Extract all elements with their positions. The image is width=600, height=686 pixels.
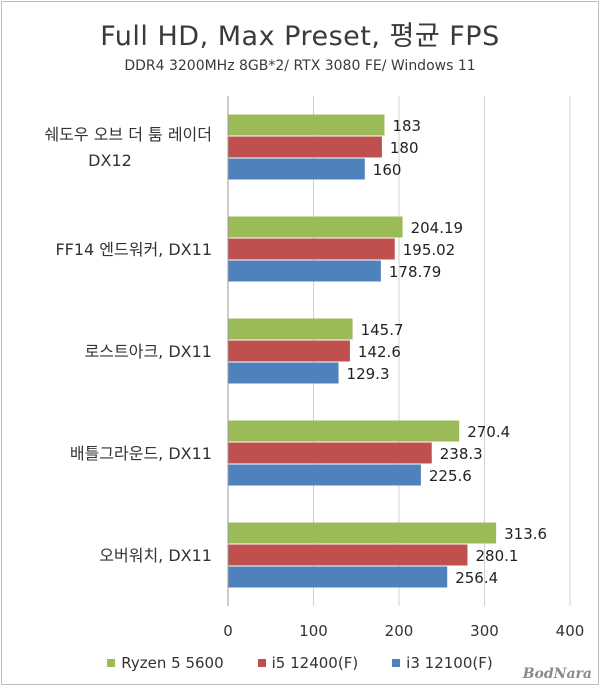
data-label-2-1: 142.6 xyxy=(358,343,401,361)
bar-2-2 xyxy=(228,362,339,384)
category-label-3-0: 배틀그라운드, DX11 xyxy=(70,444,212,463)
bar-4-1 xyxy=(228,544,468,566)
legend-label-ryzen: Ryzen 5 5600 xyxy=(121,654,224,672)
legend-item-i3: i3 12100(F) xyxy=(392,654,493,672)
data-label-3-1: 238.3 xyxy=(440,445,483,463)
x-tick-label-0: 0 xyxy=(223,622,233,640)
legend-label-i3: i3 12100(F) xyxy=(406,654,493,672)
bar-1-2 xyxy=(228,260,381,282)
data-label-2-0: 145.7 xyxy=(361,321,404,339)
legend-label-i5: i5 12400(F) xyxy=(271,654,359,672)
x-tick-label-1: 100 xyxy=(299,622,328,640)
legend-swatch-ryzen xyxy=(107,659,116,667)
x-tick-label-2: 200 xyxy=(385,622,414,640)
bar-0-0 xyxy=(228,114,385,136)
bar-1-0 xyxy=(228,216,403,238)
x-tick-label-3: 300 xyxy=(470,622,499,640)
x-tick-label-4: 400 xyxy=(556,622,585,640)
legend-item-ryzen: Ryzen 5 5600 xyxy=(107,654,224,672)
data-label-4-0: 313.6 xyxy=(504,525,547,543)
bar-3-0 xyxy=(228,420,460,442)
legend-item-i5: i5 12400(F) xyxy=(257,654,359,672)
bar-0-1 xyxy=(228,136,382,158)
data-label-4-2: 256.4 xyxy=(455,569,498,587)
bar-0-2 xyxy=(228,158,365,180)
chart-subtitle: DDR4 3200MHz 8GB*2/ RTX 3080 FE/ Windows… xyxy=(124,58,476,74)
data-label-1-0: 204.19 xyxy=(411,219,464,237)
category-label-4-0: 오버워치, DX11 xyxy=(99,546,212,565)
data-label-1-2: 178.79 xyxy=(389,263,442,281)
data-label-4-1: 280.1 xyxy=(475,547,518,565)
category-label-0-1: DX12 xyxy=(88,151,132,170)
chart-title: Full HD, Max Preset, 평균 FPS xyxy=(100,21,500,52)
data-label-2-2: 129.3 xyxy=(347,365,390,383)
bar-4-0 xyxy=(228,522,497,544)
bar-3-1 xyxy=(228,442,432,464)
legend: Ryzen 5 5600 i5 12400(F) i3 12100(F) xyxy=(0,654,600,672)
category-label-1-0: FF14 엔드워커, DX11 xyxy=(55,240,212,259)
category-label-0-0: 쉐도우 오브 더 툼 레이더 xyxy=(44,125,212,144)
data-label-0-0: 183 xyxy=(392,117,421,135)
legend-swatch-i3 xyxy=(392,659,401,667)
data-label-1-1: 195.02 xyxy=(403,241,456,259)
bar-2-0 xyxy=(228,318,353,340)
watermark-logo: BodNara xyxy=(522,666,592,682)
bar-1-1 xyxy=(228,238,395,260)
bar-3-2 xyxy=(228,464,421,486)
data-label-0-2: 160 xyxy=(373,161,402,179)
bar-4-2 xyxy=(228,566,448,588)
data-label-3-0: 270.4 xyxy=(467,423,510,441)
data-label-3-2: 225.6 xyxy=(429,467,472,485)
legend-swatch-i5 xyxy=(257,659,266,667)
category-label-2-0: 로스트아크, DX11 xyxy=(85,342,212,361)
data-label-0-1: 180 xyxy=(390,139,419,157)
bar-2-1 xyxy=(228,340,350,362)
